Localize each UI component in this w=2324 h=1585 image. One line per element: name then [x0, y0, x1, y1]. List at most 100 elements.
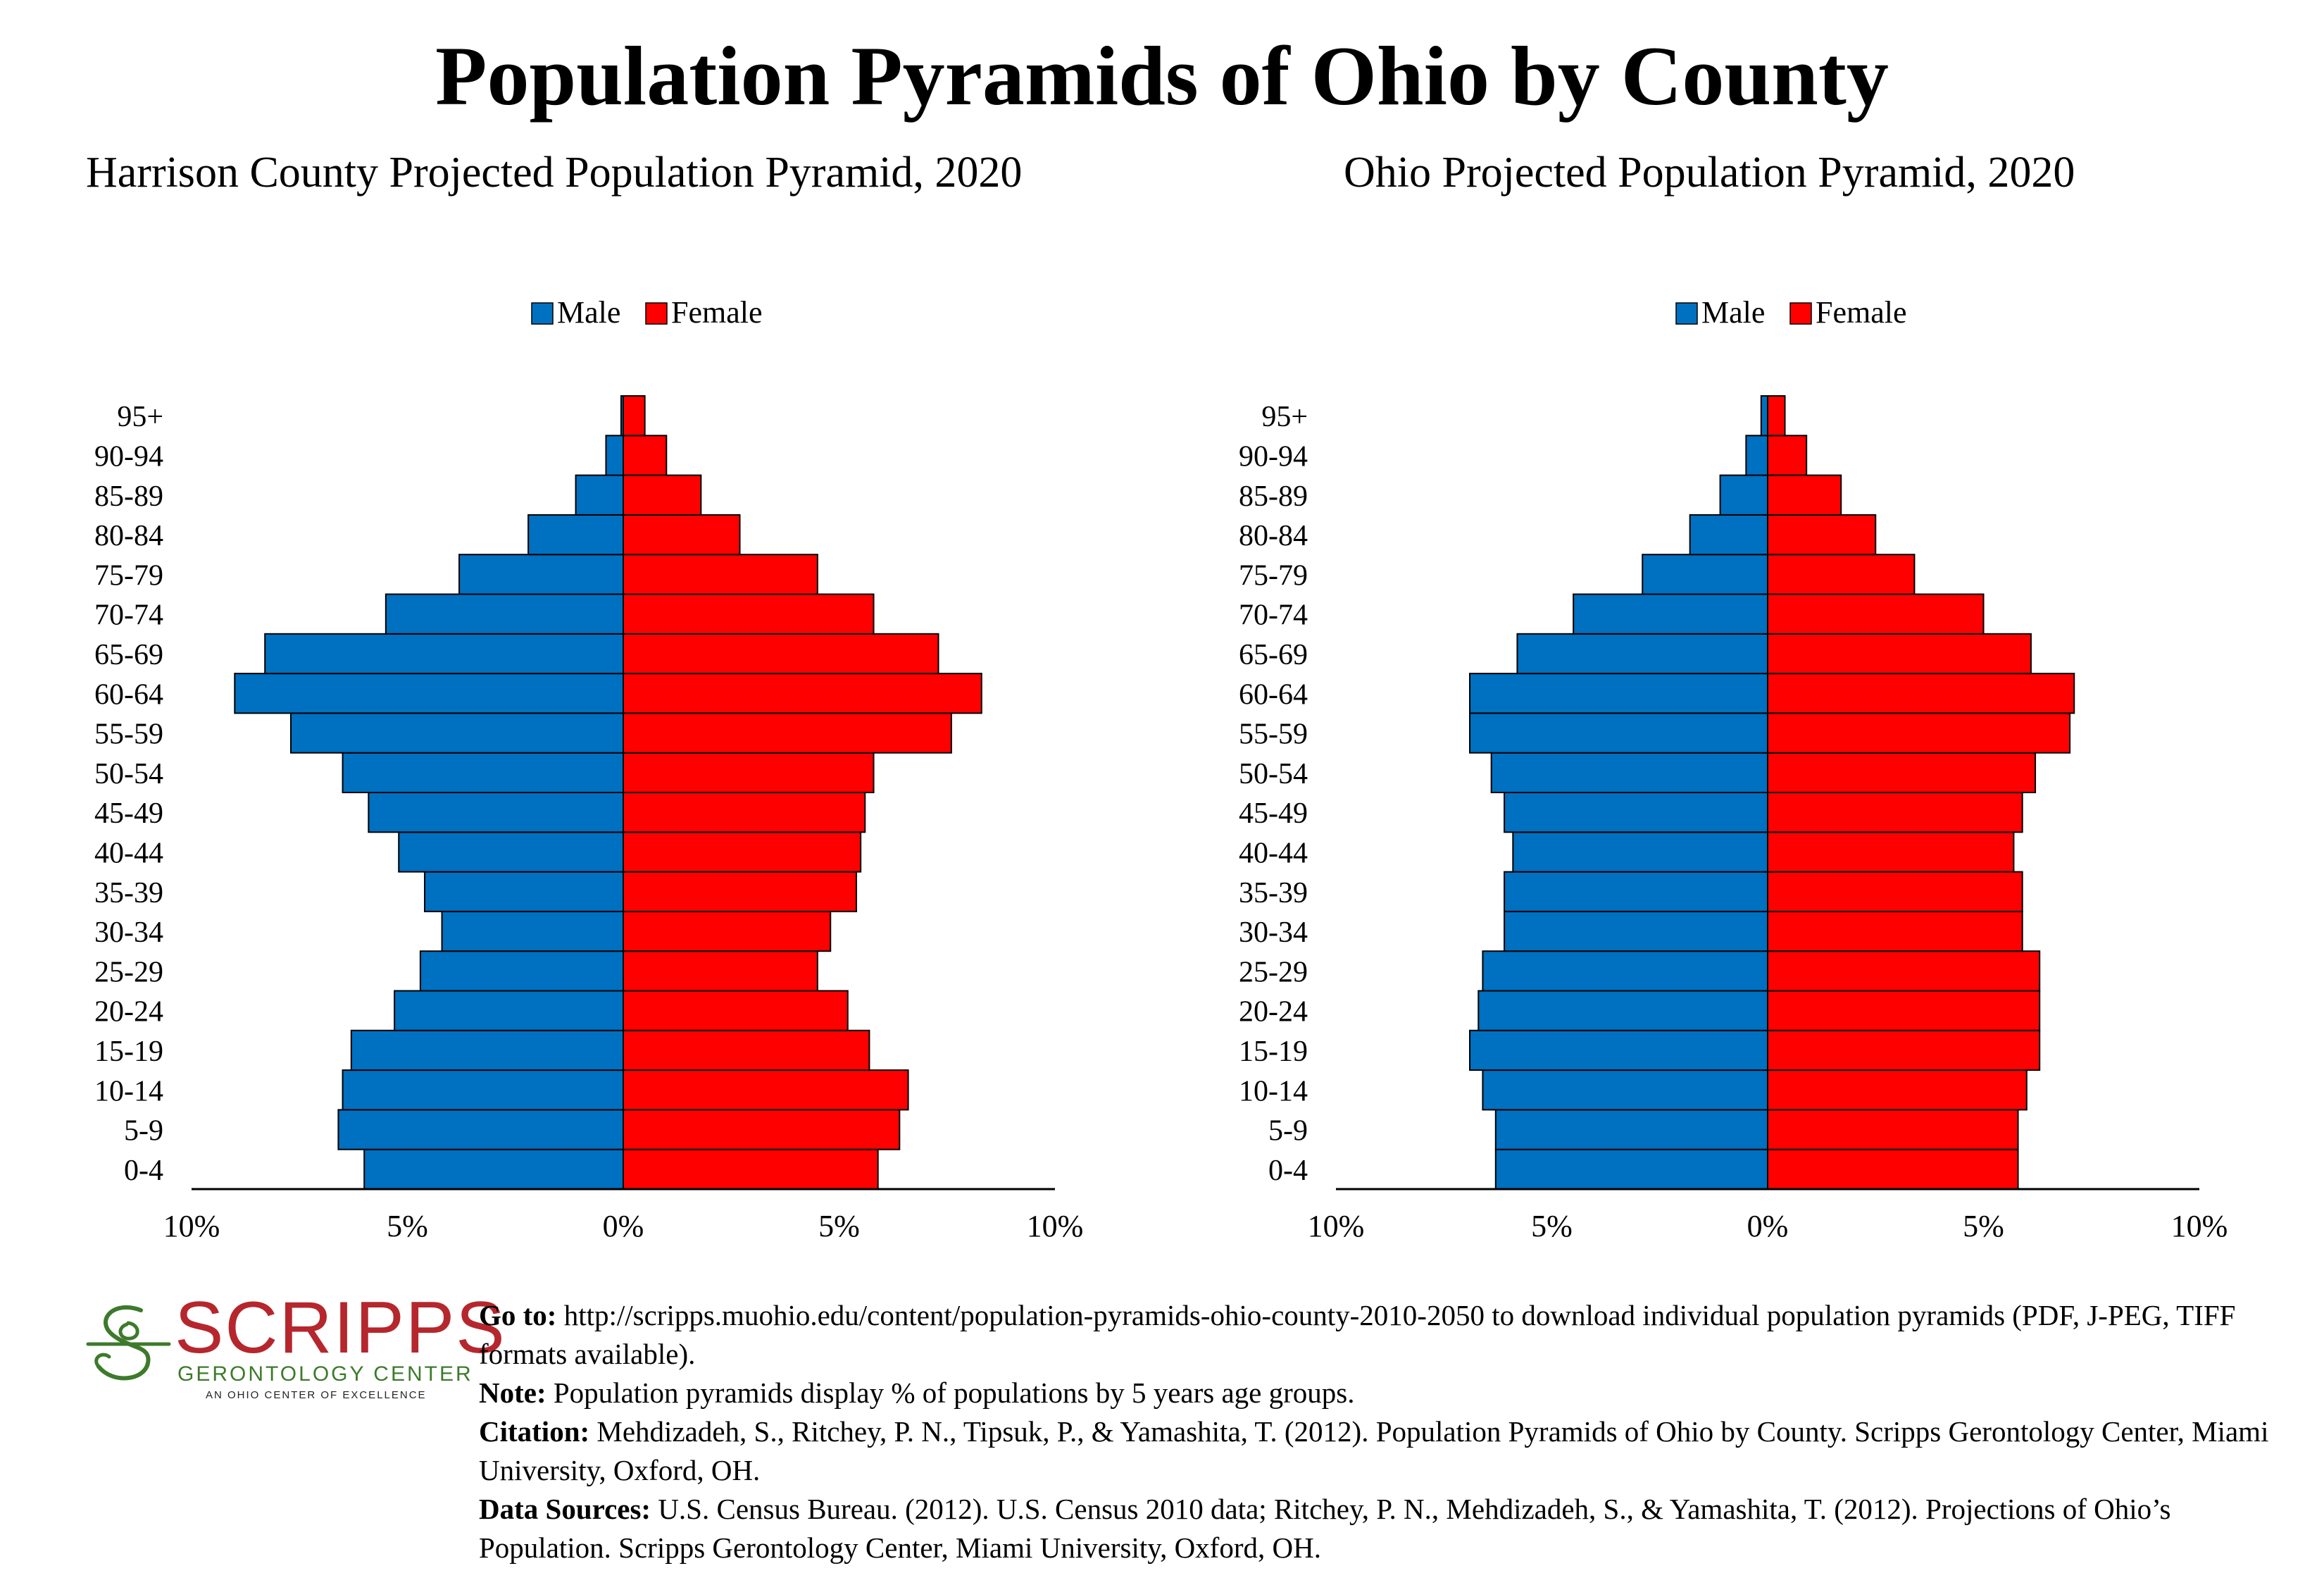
- x-tick-label: 10%: [1308, 1209, 1365, 1243]
- age-group-label: 50-54: [94, 758, 163, 790]
- bar-male: [424, 871, 625, 912]
- sources-text: U.S. Census Bureau. (2012). U.S. Census …: [479, 1493, 2171, 1564]
- bar-male: [575, 474, 625, 516]
- bar-female: [1767, 752, 2037, 793]
- bar-male: [264, 633, 624, 675]
- footer-citation: Citation: Mehdizadeh, S., Ritchey, P. N.…: [479, 1412, 2310, 1490]
- bar-female: [1767, 1029, 2041, 1071]
- bar-male: [1490, 752, 1768, 793]
- legend-label-male: Male: [1701, 295, 1765, 330]
- chart-title-harrison: Harrison County Projected Population Pyr…: [86, 149, 1023, 197]
- chart-title-ohio: Ohio Projected Population Pyramid, 2020: [1344, 149, 2075, 197]
- age-group-label: 75-79: [94, 559, 163, 592]
- x-tick-label: 10%: [1027, 1209, 1084, 1243]
- bar-female: [1767, 712, 2071, 754]
- bar-male: [1573, 593, 1769, 635]
- bar-male: [385, 593, 624, 635]
- legend-swatch-male: [1675, 302, 1698, 325]
- bar-male: [1512, 831, 1769, 873]
- age-group-label: 40-44: [94, 837, 163, 869]
- age-group-label: 5-9: [124, 1115, 163, 1148]
- bar-male: [1494, 1109, 1768, 1150]
- bar-male: [1745, 435, 1768, 476]
- bar-male: [1760, 395, 1768, 437]
- bar-female: [623, 871, 858, 912]
- bar-female: [623, 1148, 879, 1190]
- bar-male: [394, 990, 624, 1031]
- legend-label-female: Female: [671, 295, 763, 330]
- bar-female: [1767, 990, 2041, 1031]
- legend-label-female: Female: [1816, 295, 1907, 330]
- age-group-label: 75-79: [1239, 559, 1308, 592]
- age-group-label: 30-34: [94, 916, 163, 949]
- age-group-label: 95+: [1261, 401, 1308, 433]
- bar-female: [1767, 871, 2023, 912]
- bar-male: [1482, 950, 1768, 992]
- bar-female: [1767, 593, 1985, 635]
- age-group-label: 15-19: [1239, 1036, 1308, 1068]
- harrison-pyramid-chart: Male Female 0-4 5-9 10-14 15-19 20-24 25-29 30-3…: [94, 295, 1084, 1243]
- bar-male: [350, 1029, 624, 1071]
- age-group-label: 70-74: [1239, 599, 1308, 632]
- bar-female: [623, 990, 849, 1031]
- age-group-label: 70-74: [94, 599, 163, 632]
- citation-label: Citation:: [479, 1415, 590, 1448]
- age-group-label: 80-84: [1239, 520, 1308, 552]
- age-group-label: 90-94: [1239, 440, 1308, 473]
- bar-female: [623, 910, 832, 952]
- bar-female: [623, 831, 862, 873]
- logo-wordmark: SCRIPPS: [175, 1287, 506, 1369]
- footer-sources: Data Sources: U.S. Census Bureau. (2012)…: [479, 1490, 2310, 1567]
- goto-text: http://scripps.muohio.edu/content/popula…: [479, 1299, 2236, 1370]
- age-group-label: 25-29: [1239, 956, 1308, 988]
- age-group-label: 55-59: [94, 719, 163, 751]
- page-title: Population Pyramids of Ohio by County: [435, 29, 1889, 123]
- bar-female: [623, 593, 875, 635]
- bar-female: [623, 752, 875, 793]
- x-tick-label: 5%: [1531, 1209, 1573, 1243]
- age-group-label: 65-69: [94, 639, 163, 671]
- bar-male: [1478, 990, 1768, 1031]
- legend-label-male: Male: [557, 295, 620, 330]
- bar-male: [1469, 1029, 1768, 1071]
- footer-note: Note: Population pyramids display % of p…: [479, 1374, 2310, 1412]
- age-group-label: 45-49: [1239, 797, 1308, 830]
- bar-male: [368, 792, 625, 833]
- sources-label: Data Sources:: [479, 1493, 651, 1525]
- logo-subtitle: GERONTOLOGY CENTER: [177, 1362, 473, 1386]
- x-tick-label: 0%: [603, 1209, 644, 1243]
- x-tick-label: 10%: [163, 1209, 220, 1243]
- bar-male: [1504, 910, 1768, 952]
- scripps-logo: SCRIPPS GERONTOLOGY CENTER AN OHIO CENTE…: [85, 1289, 505, 1402]
- bar-male: [1504, 871, 1768, 912]
- bar-male: [1689, 514, 1768, 556]
- bar-female: [623, 950, 818, 992]
- x-tick-label: 10%: [2171, 1209, 2228, 1243]
- age-group-label: 50-54: [1239, 758, 1308, 790]
- footer-goto: Go to: http://scripps.muohio.edu/content…: [479, 1296, 2310, 1374]
- bar-male: [234, 673, 624, 714]
- bar-male: [527, 514, 625, 556]
- bar-male: [342, 1069, 624, 1111]
- bar-female: [1767, 474, 1842, 516]
- age-group-label: 0-4: [1268, 1155, 1308, 1187]
- bar-female: [1767, 831, 2015, 873]
- age-group-label: 65-69: [1239, 639, 1308, 671]
- bar-female: [623, 673, 982, 714]
- ohio-pyramid-chart: Male Female 0-4 5-9 10-14 15-19 20-24 25-29 30-3…: [1239, 295, 2228, 1243]
- bar-female: [1767, 673, 2075, 714]
- x-tick-label: 5%: [818, 1209, 860, 1243]
- bar-male: [1469, 673, 1768, 714]
- bar-male: [419, 950, 624, 992]
- age-group-label: 10-14: [1239, 1075, 1308, 1107]
- age-group-label: 20-24: [1239, 996, 1308, 1028]
- bar-female: [1767, 910, 2023, 952]
- age-group-label: 0-4: [124, 1155, 163, 1187]
- age-group-label: 90-94: [94, 440, 163, 473]
- bar-male: [337, 1109, 624, 1150]
- bar-male: [1504, 792, 1768, 833]
- note-text: Population pyramids display % of populat…: [546, 1376, 1355, 1409]
- age-group-label: 25-29: [94, 956, 163, 988]
- bar-female: [623, 435, 668, 476]
- footer-notes: Go to: http://scripps.muohio.edu/content…: [479, 1296, 2310, 1567]
